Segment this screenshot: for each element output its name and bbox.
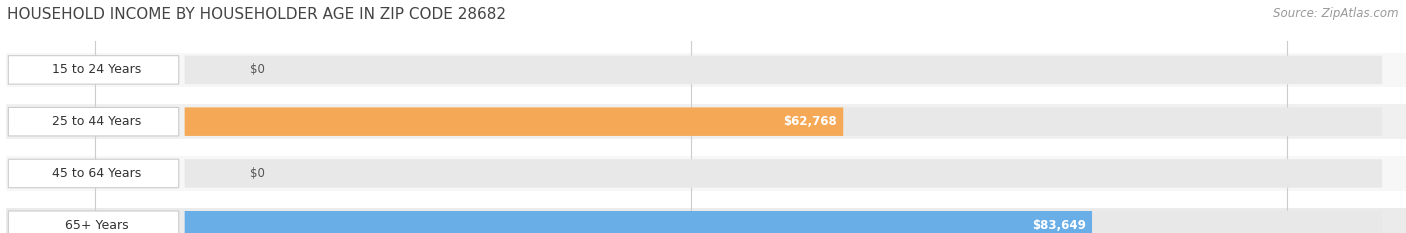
Bar [6, 208, 1406, 233]
Text: 65+ Years: 65+ Years [65, 219, 129, 232]
FancyBboxPatch shape [184, 211, 1092, 233]
Text: $0: $0 [250, 167, 266, 180]
Text: $83,649: $83,649 [1032, 219, 1085, 232]
Bar [6, 104, 1406, 139]
FancyBboxPatch shape [8, 159, 179, 188]
FancyBboxPatch shape [8, 211, 179, 233]
Text: Source: ZipAtlas.com: Source: ZipAtlas.com [1274, 7, 1399, 20]
Text: 15 to 24 Years: 15 to 24 Years [52, 63, 142, 76]
Bar [6, 156, 1406, 191]
FancyBboxPatch shape [184, 159, 1382, 188]
FancyBboxPatch shape [8, 56, 179, 84]
FancyBboxPatch shape [184, 107, 1382, 136]
Text: $62,768: $62,768 [783, 115, 837, 128]
Text: 45 to 64 Years: 45 to 64 Years [52, 167, 142, 180]
FancyBboxPatch shape [184, 107, 844, 136]
FancyBboxPatch shape [8, 107, 179, 136]
Text: $0: $0 [250, 63, 266, 76]
Text: HOUSEHOLD INCOME BY HOUSEHOLDER AGE IN ZIP CODE 28682: HOUSEHOLD INCOME BY HOUSEHOLDER AGE IN Z… [7, 7, 506, 22]
Bar [6, 53, 1406, 87]
FancyBboxPatch shape [184, 211, 1382, 233]
FancyBboxPatch shape [184, 56, 1382, 84]
Text: 25 to 44 Years: 25 to 44 Years [52, 115, 142, 128]
